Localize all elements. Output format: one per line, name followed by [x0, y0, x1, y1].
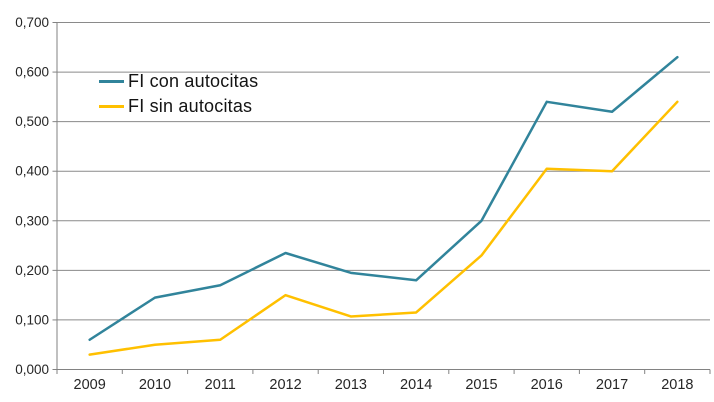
x-axis-tick-label: 2015	[465, 377, 497, 393]
series-line-fi-con-autocitas	[88, 55, 679, 342]
y-axis-tick-label: 0,300	[15, 213, 49, 228]
x-axis-tick-label: 2017	[596, 377, 628, 393]
x-axis-tick-label: 2011	[205, 377, 236, 393]
legend-label-fi-con-autocitas: FI con autocitas	[128, 71, 259, 91]
x-axis-tick-label: 2016	[531, 377, 563, 393]
y-axis-tick-label: 0,100	[15, 312, 49, 327]
series-line-fi-sin-autocitas	[88, 100, 679, 356]
legend-item-fi-con-autocitas: FI con autocitas	[99, 69, 258, 94]
y-axis-tick-label: 0,400	[15, 164, 49, 179]
y-axis-tick-label: 0,200	[15, 263, 49, 278]
chart-legend: FI con autocitas FI sin autocitas	[99, 69, 258, 119]
y-axis-tick-label: 0,600	[15, 65, 49, 80]
y-axis-tick-label: 0,000	[15, 362, 49, 377]
x-axis-tick-label: 2012	[269, 377, 301, 393]
x-axis-tick-label: 2018	[661, 377, 693, 393]
y-axis-tick-label: 0,500	[15, 114, 49, 129]
x-axis-tick-label: 2009	[74, 377, 106, 393]
legend-item-fi-sin-autocitas: FI sin autocitas	[99, 94, 258, 119]
legend-line-swatch-icon	[99, 80, 124, 83]
legend-line-swatch-icon	[99, 105, 124, 108]
x-axis-tick-label: 2010	[139, 377, 171, 393]
y-axis-tick-label: 0,700	[15, 15, 49, 30]
x-axis-tick-label: 2013	[335, 377, 367, 393]
x-axis-tick-label: 2014	[400, 377, 432, 393]
legend-label-fi-sin-autocitas: FI sin autocitas	[128, 96, 253, 116]
